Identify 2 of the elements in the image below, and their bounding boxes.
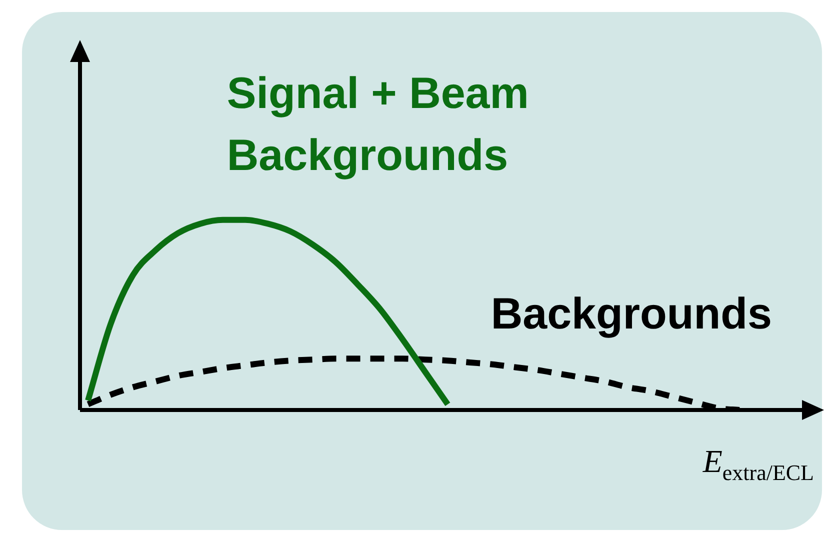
series-label: Backgrounds [490, 290, 772, 339]
series-label: Signal + Beam Backgrounds [226, 69, 529, 180]
